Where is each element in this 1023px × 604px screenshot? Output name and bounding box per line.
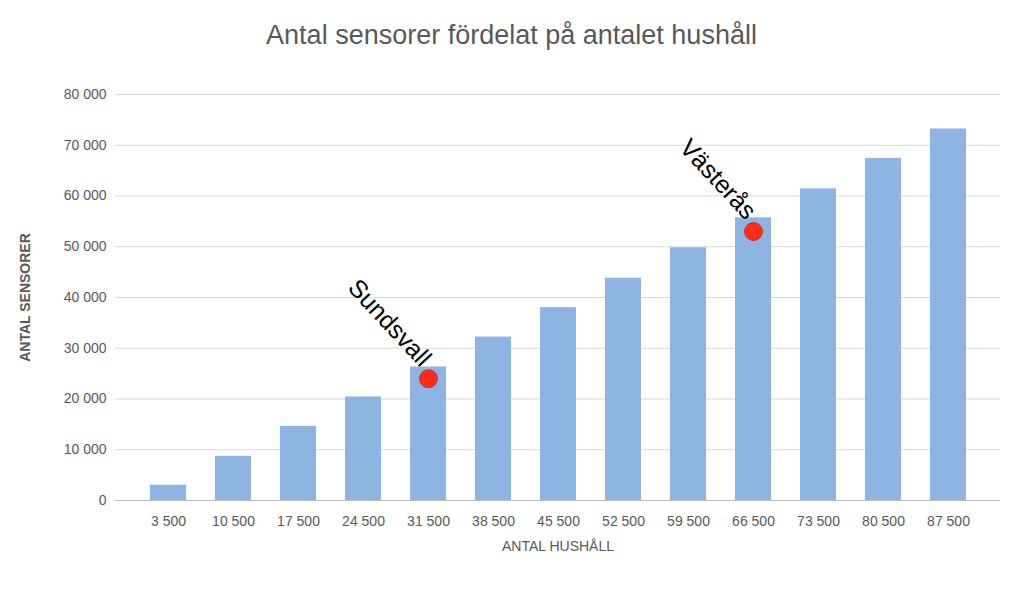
svg-text:10 500: 10 500: [212, 513, 255, 529]
svg-text:ANTAL SENSORER: ANTAL SENSORER: [17, 233, 33, 362]
svg-text:Sundsvall: Sundsvall: [343, 273, 437, 371]
svg-text:40 000: 40 000: [64, 289, 107, 305]
svg-text:Västerås: Västerås: [675, 133, 763, 224]
svg-text:24 500: 24 500: [342, 513, 385, 529]
svg-text:60 000: 60 000: [64, 187, 107, 203]
svg-text:31 500: 31 500: [407, 513, 450, 529]
svg-text:ANTAL HUSHÅLL: ANTAL HUSHÅLL: [502, 538, 614, 554]
svg-text:52 500: 52 500: [602, 513, 645, 529]
svg-text:70 000: 70 000: [64, 137, 107, 153]
svg-text:17 500: 17 500: [277, 513, 320, 529]
svg-text:80 500: 80 500: [862, 513, 905, 529]
svg-text:10 000: 10 000: [64, 441, 107, 457]
html-text:Antal sensorer fördelat på ant: Antal sensorer fördelat på antalet hushå…: [266, 20, 757, 50]
svg-text:87 500: 87 500: [927, 513, 970, 529]
svg-text:50 000: 50 000: [64, 238, 107, 254]
svg-text:0: 0: [99, 492, 107, 508]
svg-text:73 500: 73 500: [797, 513, 840, 529]
svg-text:38 500: 38 500: [472, 513, 515, 529]
svg-text:45 500: 45 500: [537, 513, 580, 529]
svg-text:66 500: 66 500: [732, 513, 775, 529]
svg-text:3 500: 3 500: [151, 513, 186, 529]
svg-text:30 000: 30 000: [64, 340, 107, 356]
svg-text:59 500: 59 500: [667, 513, 710, 529]
svg-text:20 000: 20 000: [64, 390, 107, 406]
svg-text:80 000: 80 000: [64, 86, 107, 102]
